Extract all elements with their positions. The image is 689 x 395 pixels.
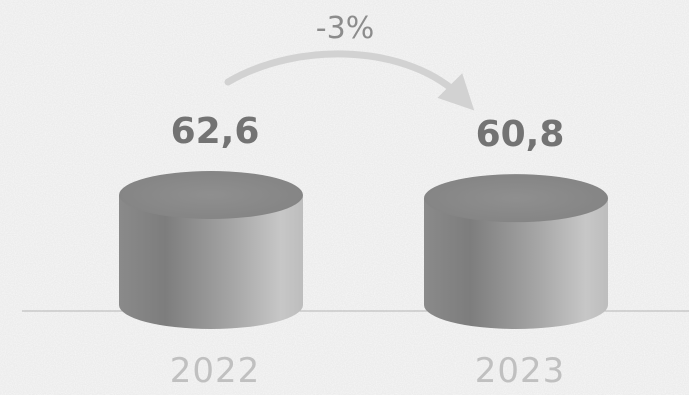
- change-arrow: [224, 50, 475, 111]
- change-label: -3%: [316, 11, 374, 46]
- category-label: 2022: [170, 351, 261, 391]
- cylinder-bar: [424, 174, 608, 329]
- value-label: 60,8: [476, 114, 565, 155]
- category-label: 2023: [475, 351, 566, 391]
- cylinder-top: [424, 174, 608, 223]
- labels-layer: 62,6 2022 60,8 2023: [170, 111, 566, 391]
- cylinder-bar: [119, 171, 303, 329]
- cylinder-body: [119, 195, 303, 329]
- cylinder-top: [119, 171, 303, 219]
- cylinder-body: [424, 198, 608, 329]
- value-label: 62,6: [171, 111, 260, 152]
- bars-layer: [119, 171, 608, 329]
